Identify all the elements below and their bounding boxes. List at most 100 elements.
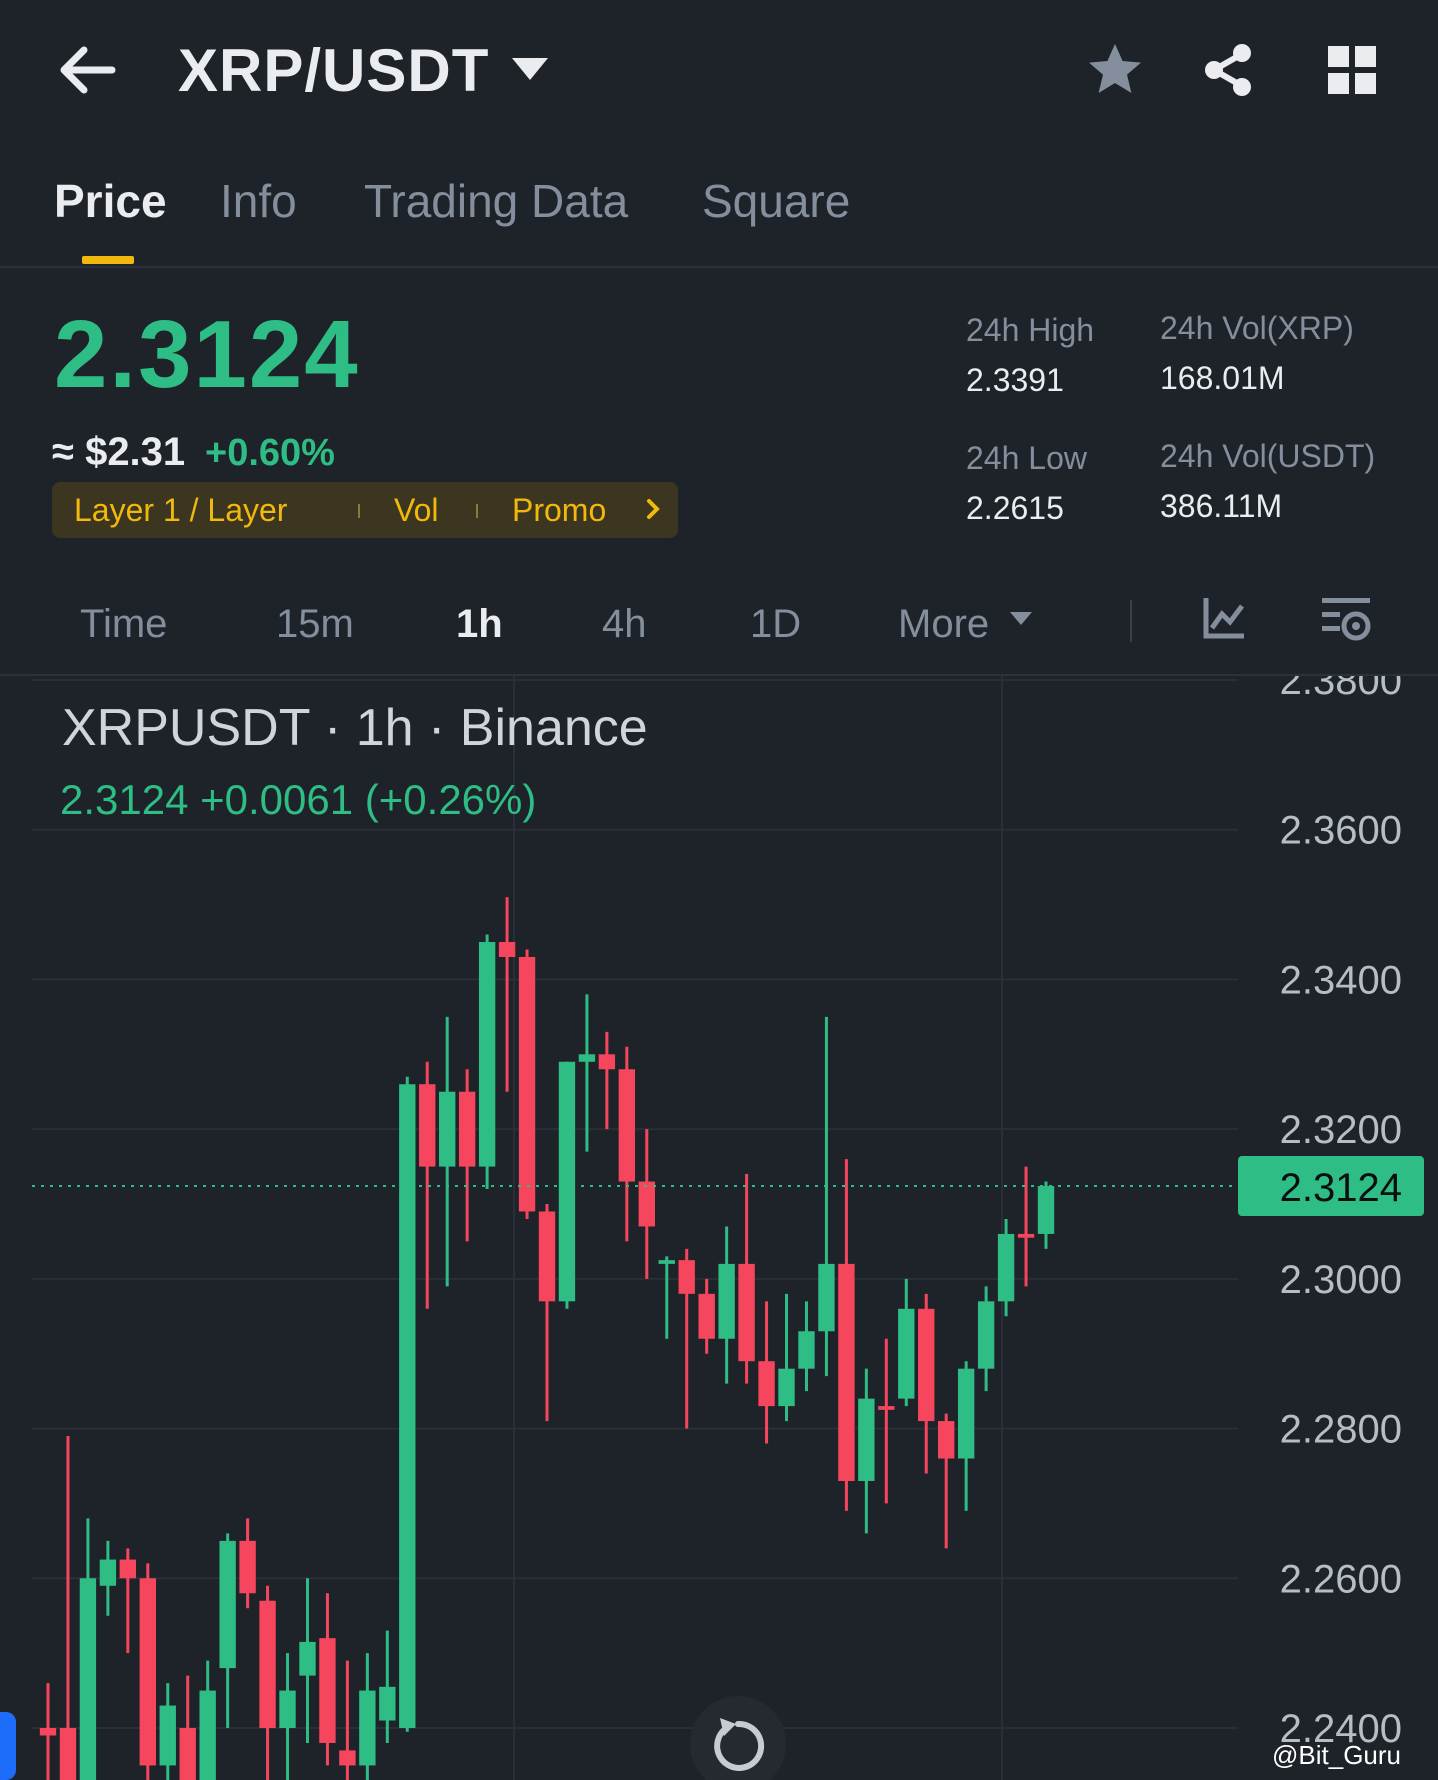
candle-body — [718, 1263, 735, 1339]
chart-settings-icon[interactable] — [1318, 592, 1374, 648]
chart-legend-title: XRPUSDT · 1h · Binance — [62, 699, 648, 757]
candle-body — [758, 1361, 775, 1407]
tab-square[interactable]: Square — [702, 175, 851, 227]
candle-body — [239, 1540, 256, 1594]
candle-body — [439, 1091, 456, 1167]
tab-price[interactable]: Price — [54, 175, 167, 227]
candle-body — [99, 1559, 117, 1586]
last-price-badge — [1238, 1156, 1424, 1217]
candle-body — [918, 1308, 935, 1422]
candle-body — [79, 1578, 97, 1780]
candle-body — [678, 1260, 695, 1294]
candle-body — [359, 1690, 376, 1766]
candle-body — [139, 1578, 156, 1766]
last-price-badge-label: 2.3124 — [1280, 1166, 1402, 1210]
divider — [1130, 600, 1132, 642]
tab-info[interactable]: Info — [220, 175, 297, 227]
candle-body — [957, 1368, 975, 1459]
share-icon[interactable] — [1198, 40, 1258, 100]
candle-body — [199, 1690, 216, 1780]
candle-body — [119, 1559, 137, 1579]
candle-body — [638, 1181, 655, 1227]
candle-body — [598, 1054, 616, 1070]
tag-divider — [358, 504, 360, 518]
stat-value-24h-low: 2.2615 — [966, 490, 1064, 526]
tag-promo[interactable]: Promo — [512, 492, 607, 528]
candle-body — [938, 1421, 955, 1459]
last-price: 2.3124 — [54, 301, 360, 408]
candle-body — [977, 1301, 995, 1369]
candle-body — [778, 1368, 795, 1407]
candle-body — [878, 1406, 895, 1410]
tag-vol[interactable]: Vol — [394, 492, 439, 528]
y-axis-tick-label: 2.2400 — [1280, 1707, 1402, 1751]
arrow-left-icon[interactable] — [56, 40, 120, 100]
y-axis-tick-label: 2.2600 — [1280, 1557, 1402, 1601]
stat-label-24h-low: 24h Low — [966, 440, 1087, 476]
candle-body — [39, 1728, 57, 1736]
candle-body — [458, 1091, 476, 1167]
candlestick-chart[interactable]: 2.3800 2.3600 2.3400 2.3200 2.3000 2.2800 2.26… — [0, 676, 1438, 1780]
interval-1d[interactable]: 1D — [750, 602, 802, 646]
candle-body — [618, 1069, 636, 1182]
chevron-down-icon[interactable] — [512, 58, 548, 80]
star-icon[interactable] — [1085, 40, 1145, 100]
y-axis-tick-label: 2.3600 — [1280, 809, 1402, 853]
candle-body — [219, 1540, 236, 1669]
pair-title[interactable]: XRP/USDT — [178, 37, 490, 104]
y-axis-tick-label: 2.3200 — [1280, 1108, 1402, 1152]
candle-body — [59, 1728, 77, 1780]
candle-body — [179, 1728, 196, 1780]
candle-body — [858, 1398, 875, 1481]
interval-4h[interactable]: 4h — [602, 602, 647, 646]
candle-body — [339, 1750, 356, 1766]
interval-time[interactable]: Time — [80, 602, 168, 646]
candle-body — [1017, 1233, 1035, 1238]
tag-divider — [476, 504, 478, 518]
stat-label-24h-high: 24h High — [966, 312, 1095, 348]
caret-down-icon[interactable] — [1010, 612, 1032, 625]
side-handle[interactable] — [0, 1712, 16, 1780]
grid-icon[interactable] — [1322, 40, 1382, 100]
interval-15m[interactable]: 15m — [276, 602, 354, 646]
tag-layer[interactable]: Layer 1 / Layer — [74, 492, 288, 528]
chart-indicator-icon[interactable] — [1200, 594, 1248, 642]
interval-more[interactable]: More — [898, 602, 990, 646]
y-axis-tick-label: 2.3000 — [1280, 1258, 1402, 1302]
candle-body — [997, 1233, 1015, 1302]
chart-canvas[interactable]: 2.3800 2.3600 2.3400 2.3200 2.3000 2.2800 2.26… — [0, 676, 1438, 1780]
tab-bar: Price Info Trading Data Square — [0, 150, 1438, 268]
candle-body — [279, 1690, 296, 1728]
top-bar: XRP/USDT — [0, 0, 1438, 140]
active-tab-indicator — [82, 256, 134, 264]
usd-price: ≈ $2.31 — [52, 430, 186, 474]
stat-value-24h-vol-usdt: 386.11M — [1160, 488, 1283, 524]
candle-body — [798, 1331, 815, 1369]
stat-value-24h-vol-xrp: 168.01M — [1160, 360, 1285, 396]
y-axis-tick-label: 2.2800 — [1280, 1408, 1402, 1452]
candle-body — [658, 1260, 675, 1264]
candle-body — [299, 1641, 316, 1676]
tag-bar[interactable]: Layer 1 / Layer Vol Promo — [52, 482, 678, 538]
candle-body — [898, 1308, 915, 1399]
interval-1h[interactable]: 1h — [456, 602, 503, 646]
candle-body — [558, 1061, 576, 1302]
tab-trading-data[interactable]: Trading Data — [364, 175, 629, 227]
candle-body — [159, 1705, 176, 1766]
stat-label-24h-vol-usdt: 24h Vol(USDT) — [1160, 438, 1376, 474]
candle-body — [738, 1263, 755, 1362]
chevron-right-icon[interactable] — [640, 496, 666, 522]
change-percent: +0.60% — [205, 432, 335, 474]
chart-legend-change: 2.3124 +0.0061 (+0.26%) — [60, 776, 537, 823]
candle-body — [259, 1600, 276, 1728]
y-axis-tick-label: 2.3400 — [1280, 958, 1402, 1002]
refresh-icon[interactable] — [690, 1696, 786, 1780]
candle-body — [319, 1638, 336, 1743]
stat-value-24h-high: 2.3391 — [966, 362, 1064, 398]
candle-body — [419, 1084, 436, 1167]
interval-bar: Time 15m 1h 4h 1D More — [0, 584, 1438, 676]
stat-label-24h-vol-xrp: 24h Vol(XRP) — [1160, 310, 1354, 346]
candle-body — [818, 1263, 835, 1332]
candle-body — [838, 1263, 855, 1481]
candle-body — [518, 956, 536, 1212]
